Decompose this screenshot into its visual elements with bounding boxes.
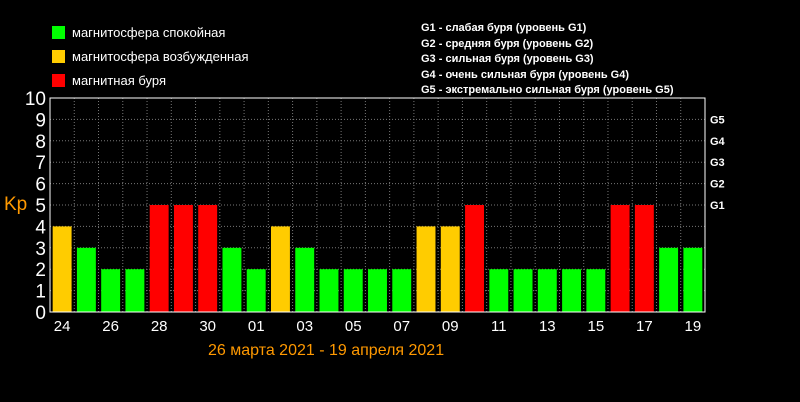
bar (610, 205, 630, 312)
x-tick-label: 19 (685, 318, 702, 335)
x-tick-label: 01 (248, 318, 265, 335)
date-range-label: 26 марта 2021 - 19 апреля 2021 (208, 342, 445, 359)
bar (368, 269, 387, 312)
storm-level-g3: G3 - сильная буря (уровень G3) (421, 53, 594, 66)
y-tick-label: 2 (35, 260, 46, 281)
storm-level-tick: G3 (710, 157, 725, 169)
y-tick-label: 10 (25, 89, 46, 110)
y-tick-label: 5 (35, 196, 46, 217)
legend-swatch-quiet (52, 25, 65, 39)
storm-level-tick: G1 (710, 200, 725, 212)
storm-level-legend: G1 - слабая буря (уровень G1) G2 - средн… (421, 21, 674, 99)
bar (101, 269, 121, 312)
x-tick-label: 28 (151, 318, 168, 335)
y-tick-label: 1 (35, 282, 46, 303)
storm-level-tick: G5 (710, 114, 725, 126)
legend-item-storm: магнитная буря (52, 68, 249, 92)
bar (76, 247, 96, 312)
bar (683, 247, 703, 312)
bar (343, 269, 363, 312)
bar (246, 269, 266, 312)
bar (198, 205, 218, 312)
y-tick-label: 8 (35, 132, 46, 153)
storm-level-g5: G5 - экстремально сильная буря (уровень … (421, 84, 674, 97)
y-axis-label: Kp (4, 194, 27, 215)
x-tick-label: 17 (636, 318, 653, 335)
bar (149, 205, 169, 312)
bar (586, 269, 606, 312)
x-tick-label: 30 (199, 318, 216, 335)
bar (562, 269, 582, 312)
legend: магнитосфера спокойная магнитосфера возб… (52, 20, 249, 92)
storm-level-tick: G4 (710, 136, 726, 148)
chart-bars (52, 205, 703, 312)
bar (392, 269, 412, 312)
legend-label-storm: магнитная буря (72, 72, 167, 88)
storm-level-tick: G2 (710, 179, 725, 191)
x-tick-label: 15 (587, 318, 604, 335)
bar (319, 269, 339, 312)
y-tick-label: 9 (35, 110, 46, 131)
legend-item-active: магнитосфера возбужденная (52, 44, 249, 68)
bar (489, 269, 509, 312)
bar (295, 247, 315, 312)
x-tick-labels: 24 26 28 30 01 03 05 07 09 11 13 15 17 19 (54, 318, 701, 335)
legend-swatch-storm (52, 73, 65, 87)
bar (52, 226, 72, 312)
x-tick-label: 11 (491, 318, 507, 335)
bar (465, 205, 484, 312)
bar (173, 205, 193, 312)
x-tick-label: 05 (345, 318, 362, 335)
legend-item-quiet: магнитосфера спокойная (52, 20, 249, 44)
storm-level-g2: G2 - средняя буря (уровень G2) (421, 37, 594, 50)
bar (125, 269, 145, 312)
bar (513, 269, 533, 312)
storm-level-g1: G1 - слабая буря (уровень G1) (421, 22, 587, 34)
y-tick-label: 3 (35, 239, 46, 260)
y-tick-label: 0 (35, 303, 46, 324)
y-tick-label: 6 (35, 175, 46, 196)
bar (659, 247, 679, 312)
x-tick-label: 03 (296, 318, 313, 335)
y-tick-label: 7 (35, 153, 46, 174)
x-tick-label: 09 (442, 318, 459, 335)
y-tick-label: 4 (35, 217, 46, 238)
x-tick-label: 07 (393, 318, 410, 335)
plot-frame (49, 97, 706, 313)
x-tick-label: 24 (54, 318, 71, 335)
bar (634, 205, 654, 312)
bar (271, 226, 290, 312)
bar (537, 269, 557, 312)
bar (440, 226, 460, 312)
storm-level-tick-labels: G1 G2 G3 G4 G5 (710, 114, 726, 212)
storm-level-g4: G4 - очень сильная буря (уровень G4) (421, 68, 630, 81)
legend-swatch-active (52, 49, 65, 63)
bar (416, 226, 436, 312)
legend-label-active: магнитосфера возбужденная (72, 48, 249, 64)
x-tick-label: 26 (102, 318, 119, 335)
legend-label-quiet: магнитосфера спокойная (72, 24, 226, 40)
x-tick-label: 13 (539, 318, 556, 335)
bar (222, 247, 242, 312)
